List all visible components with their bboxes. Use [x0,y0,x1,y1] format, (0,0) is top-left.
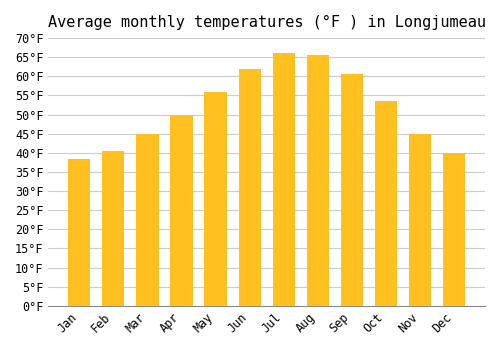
Bar [68,159,90,306]
Bar [136,220,158,306]
Bar [272,54,295,306]
Bar [170,114,192,306]
Bar [375,101,397,306]
Bar [136,134,158,306]
Bar [238,69,260,306]
Bar [306,181,329,306]
Bar [204,199,227,306]
Bar [272,180,295,306]
Title: Average monthly temperatures (°F ) in Longjumeau: Average monthly temperatures (°F ) in Lo… [48,15,486,30]
Bar [204,92,227,306]
Bar [272,54,295,306]
Bar [409,220,431,306]
Bar [102,151,124,306]
Bar [409,134,431,306]
Bar [170,114,192,306]
Bar [136,134,158,306]
Bar [306,55,329,306]
Bar [341,190,363,306]
Bar [341,75,363,306]
Bar [204,92,227,306]
Bar [341,75,363,306]
Bar [170,210,192,306]
Bar [306,55,329,306]
Bar [443,229,465,306]
Bar [68,232,90,306]
Bar [102,151,124,306]
Bar [375,204,397,306]
Bar [102,229,124,306]
Bar [443,153,465,306]
Bar [443,153,465,306]
Bar [409,134,431,306]
Bar [238,187,260,306]
Bar [68,159,90,306]
Bar [238,69,260,306]
Bar [375,101,397,306]
